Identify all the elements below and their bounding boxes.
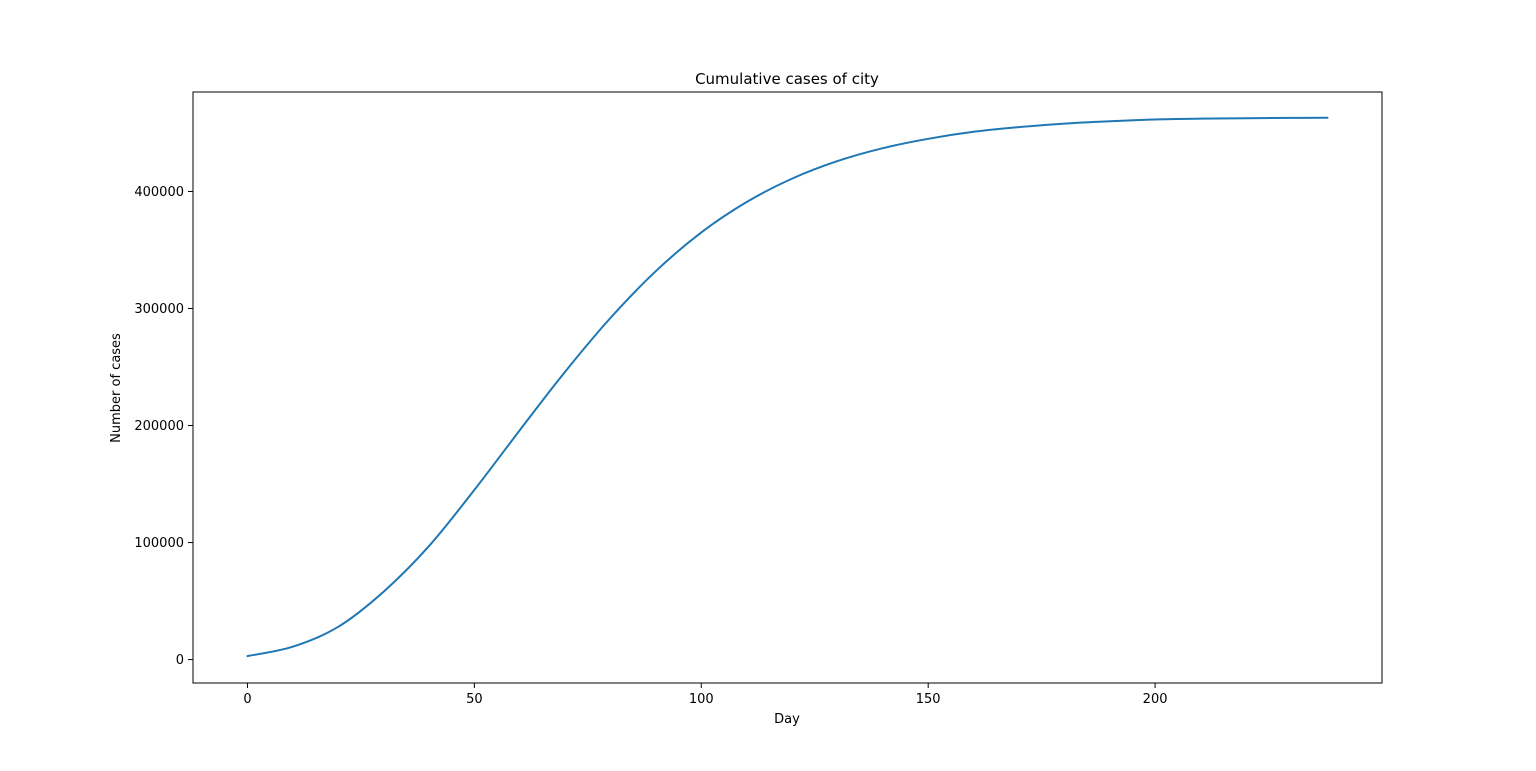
x-tick-label: 150	[916, 692, 941, 707]
x-tick-label: 100	[689, 692, 714, 707]
plot-area-frame	[192, 91, 1383, 684]
series-line	[246, 116, 1329, 658]
x-tick-label: 200	[1143, 692, 1168, 707]
y-tick-label: 100000	[134, 536, 184, 551]
y-tick-label: 300000	[134, 302, 184, 317]
y-axis-label: Number of cases	[109, 333, 124, 443]
x-axis-label: Day	[774, 712, 800, 727]
y-tick-label: 400000	[134, 185, 184, 200]
y-tick-label: 200000	[134, 419, 184, 434]
chart-title: Cumulative cases of city	[695, 70, 879, 88]
axis-ticks: 0 50 100 150 200 0 100000 200000 300000 400000	[134, 185, 1167, 707]
series-layer	[246, 116, 1329, 658]
x-tick-label: 0	[243, 692, 251, 707]
x-tick-label: 50	[466, 692, 483, 707]
y-tick-label: 0	[176, 653, 184, 668]
